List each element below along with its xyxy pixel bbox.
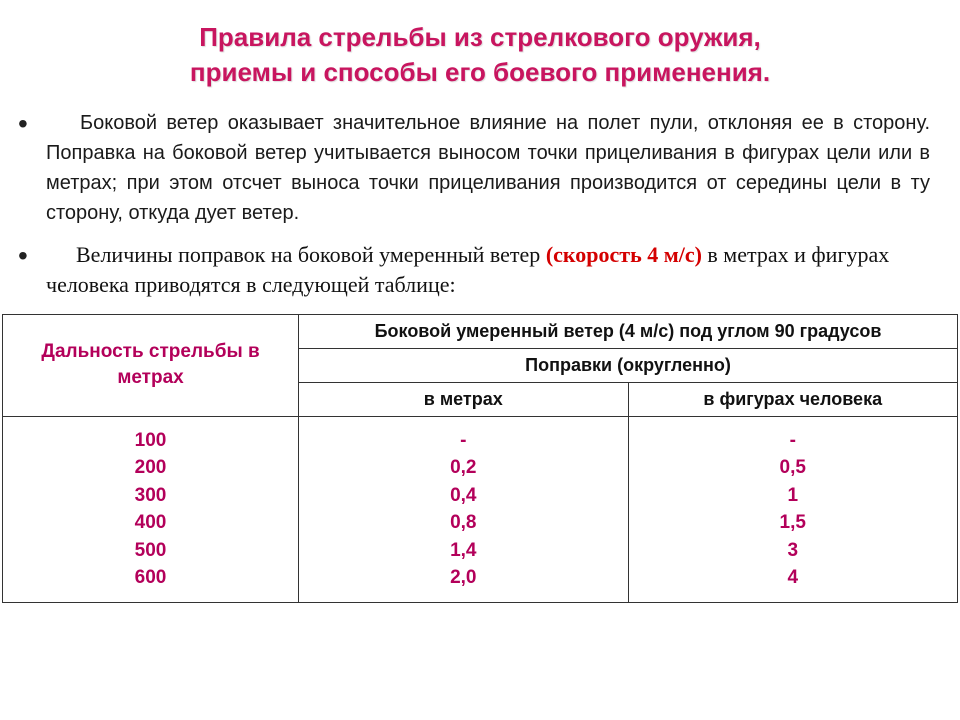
header-wind: Боковой умеренный ветер (4 м/с) под угло… [299,314,958,348]
paragraph-1: Боковой ветер оказывает значительное вли… [46,108,930,240]
para2-prefix: Величины поправок на боковой умеренный в… [76,242,546,267]
corrections-table-wrap: Дальность стрельбы в метрах Боковой умер… [0,314,960,603]
slide-title: Правила стрельбы из стрелкового оружия, … [0,0,960,108]
header-figures: в фигурах человека [628,382,957,416]
para2-highlight: (скорость 4 м/с) [546,242,702,267]
bullet-1: • Боковой ветер оказывает значительное в… [0,108,960,240]
header-distance: Дальность стрельбы в метрах [3,314,299,416]
table-data-row: 100200300400500600 -0,20,40,81,42,0 -0,5… [3,416,958,602]
header-corrections: Поправки (округленно) [299,348,958,382]
title-line-1: Правила стрельбы из стрелкового оружия, [60,20,900,55]
cell-meters: -0,20,40,81,42,0 [299,416,628,602]
cell-distance: 100200300400500600 [3,416,299,602]
bullet-2: • Величины поправок на боковой умеренный… [0,240,960,313]
bullet-marker-icon: • [18,240,46,270]
paragraph-2: Величины поправок на боковой умеренный в… [46,240,930,313]
title-line-2: приемы и способы его боевого применения. [60,55,900,90]
bullet-marker-icon: • [18,108,46,138]
corrections-table: Дальность стрельбы в метрах Боковой умер… [2,314,958,603]
header-meters: в метрах [299,382,628,416]
table-row: Дальность стрельбы в метрах Боковой умер… [3,314,958,348]
cell-figures: -0,511,534 [628,416,957,602]
